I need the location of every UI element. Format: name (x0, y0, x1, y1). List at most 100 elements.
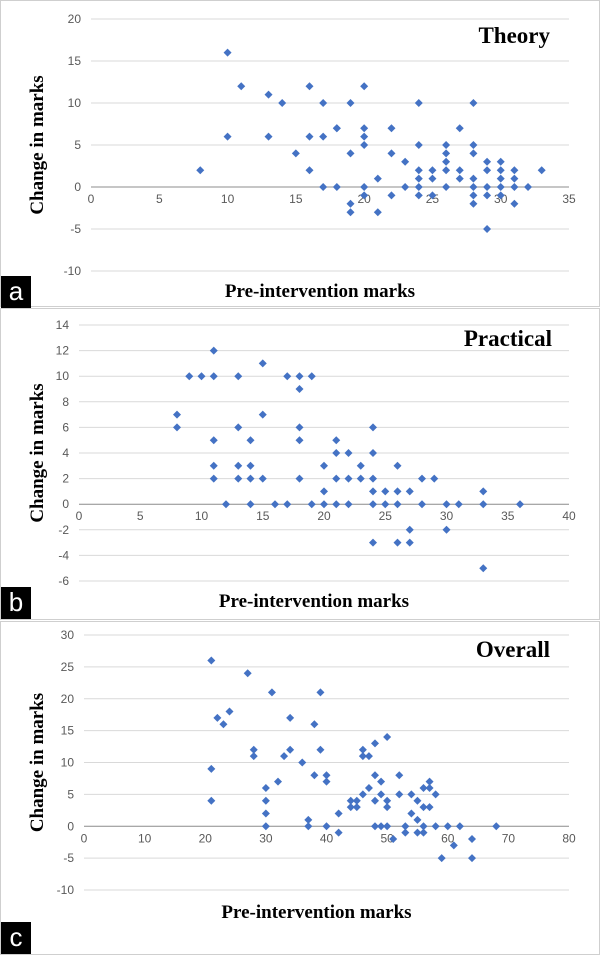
data-point (209, 372, 218, 381)
data-point (310, 720, 319, 729)
data-point (305, 166, 314, 175)
data-point (364, 784, 373, 792)
y-tick-label: 0 (67, 819, 74, 833)
x-tick-label: 20 (317, 509, 331, 523)
data-point (261, 796, 270, 805)
data-point (483, 157, 492, 166)
data-point (213, 713, 222, 722)
y-axis-label: Change in marks (27, 383, 48, 522)
x-tick-label: 20 (199, 831, 213, 845)
data-point (197, 372, 206, 381)
data-point (483, 191, 492, 200)
data-point (344, 449, 353, 457)
y-tick-label: -5 (63, 851, 74, 865)
x-tick-label: 0 (88, 192, 95, 206)
data-point (332, 449, 341, 457)
data-point (468, 854, 476, 863)
data-point (414, 174, 423, 183)
data-point (407, 809, 416, 818)
data-point (393, 538, 402, 547)
data-point (405, 487, 414, 496)
data-point (479, 487, 488, 496)
data-point (369, 500, 377, 509)
panel-overall: -10 -5 0 5 10 15 20 25 30 0 10 20 30 40 50 60 70 80 Overal… (0, 621, 600, 955)
x-tick-label: 15 (289, 192, 303, 206)
data-point (185, 372, 194, 381)
data-point (483, 166, 492, 175)
data-point (393, 500, 402, 509)
data-point (469, 149, 478, 158)
data-point (454, 500, 463, 509)
data-point (442, 141, 451, 149)
data-point (401, 822, 410, 831)
data-point (237, 82, 246, 91)
panel-label-b: b (1, 587, 31, 619)
data-point (419, 828, 428, 837)
data-point (469, 191, 478, 200)
data-point (418, 500, 426, 509)
data-point (234, 423, 243, 432)
data-point (319, 132, 328, 141)
panel-label-a: a (1, 276, 31, 308)
y-tick-label: 20 (68, 12, 82, 26)
data-point (261, 809, 270, 818)
data-point (414, 99, 423, 107)
y-tick-label: 10 (56, 369, 70, 383)
chart-theory: -10-50510152005101520253035TheoryPre-int… (27, 12, 576, 302)
data-point (246, 474, 255, 483)
y-tick-label: 5 (74, 138, 81, 152)
data-point (246, 461, 255, 470)
data-point (371, 796, 379, 805)
y-tick-label: 8 (62, 395, 69, 409)
y-tick-label: -4 (58, 548, 69, 562)
data-point (377, 777, 386, 786)
data-point (346, 803, 355, 812)
data-point (298, 758, 307, 767)
data-point (492, 822, 501, 831)
data-point (209, 474, 218, 483)
data-point (207, 764, 216, 773)
data-point (360, 191, 369, 200)
data-point (401, 183, 410, 191)
data-point (401, 828, 410, 837)
data-point (243, 669, 252, 678)
data-point (414, 183, 423, 191)
data-point (428, 166, 437, 175)
data-point (261, 822, 270, 831)
data-point (479, 564, 488, 573)
data-point (449, 841, 458, 850)
data-point (428, 174, 437, 183)
data-point (383, 733, 392, 741)
data-point (346, 99, 355, 107)
data-point (322, 777, 331, 786)
data-point (405, 538, 414, 547)
y-tick-label: 2 (62, 472, 69, 486)
data-point (249, 752, 258, 761)
y-axis-label: Change in marks (27, 75, 48, 214)
data-point (483, 225, 492, 233)
data-point (316, 745, 325, 754)
panel-theory: -10-50510152005101520253035TheoryPre-int… (0, 0, 600, 308)
x-tick-label: 80 (562, 831, 576, 845)
data-point (419, 822, 428, 831)
panel-label-c: c (1, 922, 31, 954)
data-point (381, 500, 390, 509)
data-point (322, 822, 331, 831)
data-point (369, 538, 377, 547)
data-point (437, 854, 446, 863)
data-point (469, 141, 478, 149)
data-point (364, 752, 373, 761)
data-point (381, 487, 390, 496)
chart-title: Overall (476, 637, 550, 662)
data-point (442, 149, 451, 158)
data-point (455, 166, 464, 175)
data-point (334, 828, 343, 837)
data-point (196, 166, 205, 175)
data-point (258, 410, 267, 419)
data-point (222, 500, 230, 509)
data-point (455, 174, 464, 183)
data-point (352, 796, 361, 805)
x-tick-label: 15 (256, 509, 270, 523)
data-point (373, 208, 382, 217)
data-point (371, 822, 379, 831)
